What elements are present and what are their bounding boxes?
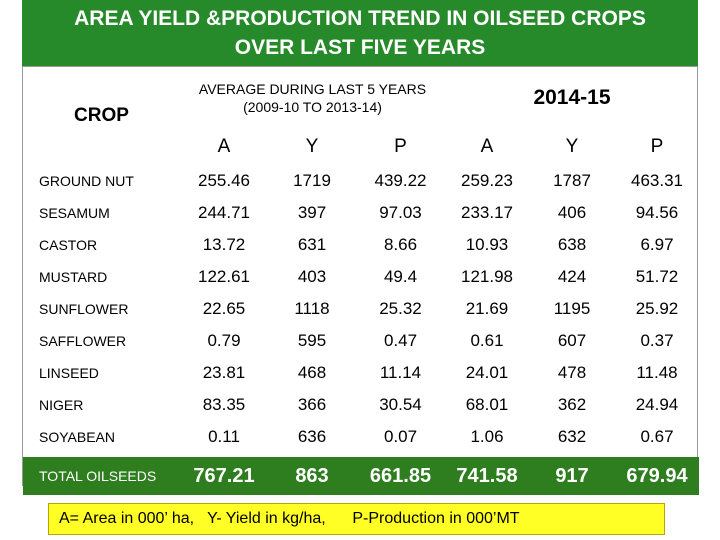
value-cell: 13.72: [202, 235, 246, 254]
value-cell: 468: [297, 363, 327, 382]
value-cell: 478: [557, 363, 587, 382]
header-sub-a-year: A: [480, 136, 494, 157]
value-cell: 403: [297, 267, 327, 286]
value-cell: 22.65: [202, 299, 246, 318]
value-cell: 68.01: [465, 395, 509, 414]
value-cell: 366: [297, 395, 327, 414]
value-cell: 439.22: [374, 171, 427, 190]
value-cell: 25.32: [379, 299, 422, 318]
title-line-1: AREA YIELD &PRODUCTION TREND IN OILSEED …: [74, 7, 646, 30]
value-cell: 636: [297, 427, 327, 446]
value-cell: 0.67: [640, 427, 674, 446]
value-cell: 11.14: [379, 363, 422, 382]
header-crop: CROP: [74, 105, 129, 126]
value-cell: 11.48: [636, 363, 678, 382]
value-cell: 362: [557, 395, 587, 414]
value-cell: 1787: [553, 171, 591, 190]
value-cell: 397: [297, 203, 327, 222]
legend: A= Area in 000’ ha, Y- Yield in kg/ha, P…: [48, 503, 665, 535]
value-cell: 595: [297, 331, 327, 350]
value-cell: 6.97: [640, 235, 674, 254]
value-cell: 767.21: [193, 464, 255, 487]
header-sub-y-avg: Y: [305, 136, 319, 157]
crop-name: SESAMUM: [39, 205, 110, 221]
value-cell: 24.94: [635, 395, 679, 414]
value-cell: 0.37: [640, 331, 674, 350]
value-cell: 1719: [293, 171, 331, 190]
value-cell: 244.71: [198, 203, 250, 222]
header-sub-a-avg: A: [217, 136, 231, 157]
value-cell: 679.94: [626, 464, 688, 487]
value-cell: 917: [555, 464, 589, 487]
value-cell: 741.58: [456, 464, 518, 487]
value-cell: 0.11: [208, 427, 240, 446]
header-average-line-2: (2009-10 TO 2013-14): [243, 99, 382, 115]
value-cell: 49.4: [383, 267, 418, 286]
value-cell: 0.47: [383, 331, 418, 350]
crop-name: SAFFLOWER: [39, 333, 127, 349]
value-cell: 30.54: [379, 395, 422, 414]
value-cell: 0.79: [207, 331, 241, 350]
value-cell: 21.69: [465, 299, 509, 318]
value-cell: 25.92: [635, 299, 679, 318]
page-title: AREA YIELD &PRODUCTION TREND IN OILSEED …: [22, 0, 698, 66]
crop-name: SOYABEAN: [39, 429, 115, 445]
header-sub-y-year: Y: [565, 136, 579, 157]
header-average-line-1: AVERAGE DURING LAST 5 YEARS: [198, 81, 427, 97]
value-cell: 1118: [294, 299, 330, 318]
value-cell: 406: [557, 203, 587, 222]
value-cell: 1.06: [470, 427, 504, 446]
header-average: AVERAGE DURING LAST 5 YEARS (2009-10 TO …: [180, 67, 445, 129]
value-cell: 607: [557, 331, 587, 350]
value-cell: 97.03: [379, 203, 422, 222]
value-cell: 661.85: [369, 464, 432, 487]
title-line-2: OVER LAST FIVE YEARS: [234, 36, 486, 59]
value-cell: 0.61: [470, 331, 504, 350]
value-cell: 121.98: [461, 267, 513, 286]
total-row-background: [23, 457, 699, 495]
header-sub-p-year: P: [650, 136, 664, 157]
value-cell: 24.01: [465, 363, 509, 382]
crop-name: NIGER: [39, 397, 84, 413]
crop-name: CASTOR: [39, 237, 98, 253]
value-cell: 8.66: [383, 235, 418, 254]
crop-name: GROUND NUT: [39, 173, 134, 189]
value-cell: 463.31: [631, 171, 683, 190]
value-cell: 255.46: [198, 171, 250, 190]
header-year: 2014-15: [533, 86, 611, 109]
value-cell: 259.23: [461, 171, 513, 190]
crop-name: SUNFLOWER: [39, 301, 129, 317]
value-cell: 23.81: [202, 363, 246, 382]
value-cell: 94.56: [635, 203, 679, 222]
value-cell: 83.35: [202, 395, 246, 414]
value-cell: 638: [557, 235, 587, 254]
value-cell: 863: [295, 464, 329, 487]
value-cell: 1195: [553, 299, 591, 318]
value-cell: 122.61: [198, 267, 250, 286]
crop-name: LINSEED: [39, 365, 99, 381]
crop-name: TOTAL OILSEEDS: [39, 468, 157, 484]
value-cell: 0.07: [383, 427, 418, 446]
value-cell: 632: [557, 427, 587, 446]
value-cell: 631: [297, 235, 327, 254]
value-cell: 51.72: [635, 267, 679, 286]
crop-name: MUSTARD: [39, 269, 108, 285]
header-sub-p-avg: P: [394, 136, 407, 157]
value-cell: 233.17: [461, 203, 513, 222]
value-cell: 10.93: [465, 235, 509, 254]
data-table: CROP AVERAGE DURING LAST 5 YEARS (2009-1…: [22, 66, 699, 495]
value-cell: 424: [557, 267, 587, 286]
